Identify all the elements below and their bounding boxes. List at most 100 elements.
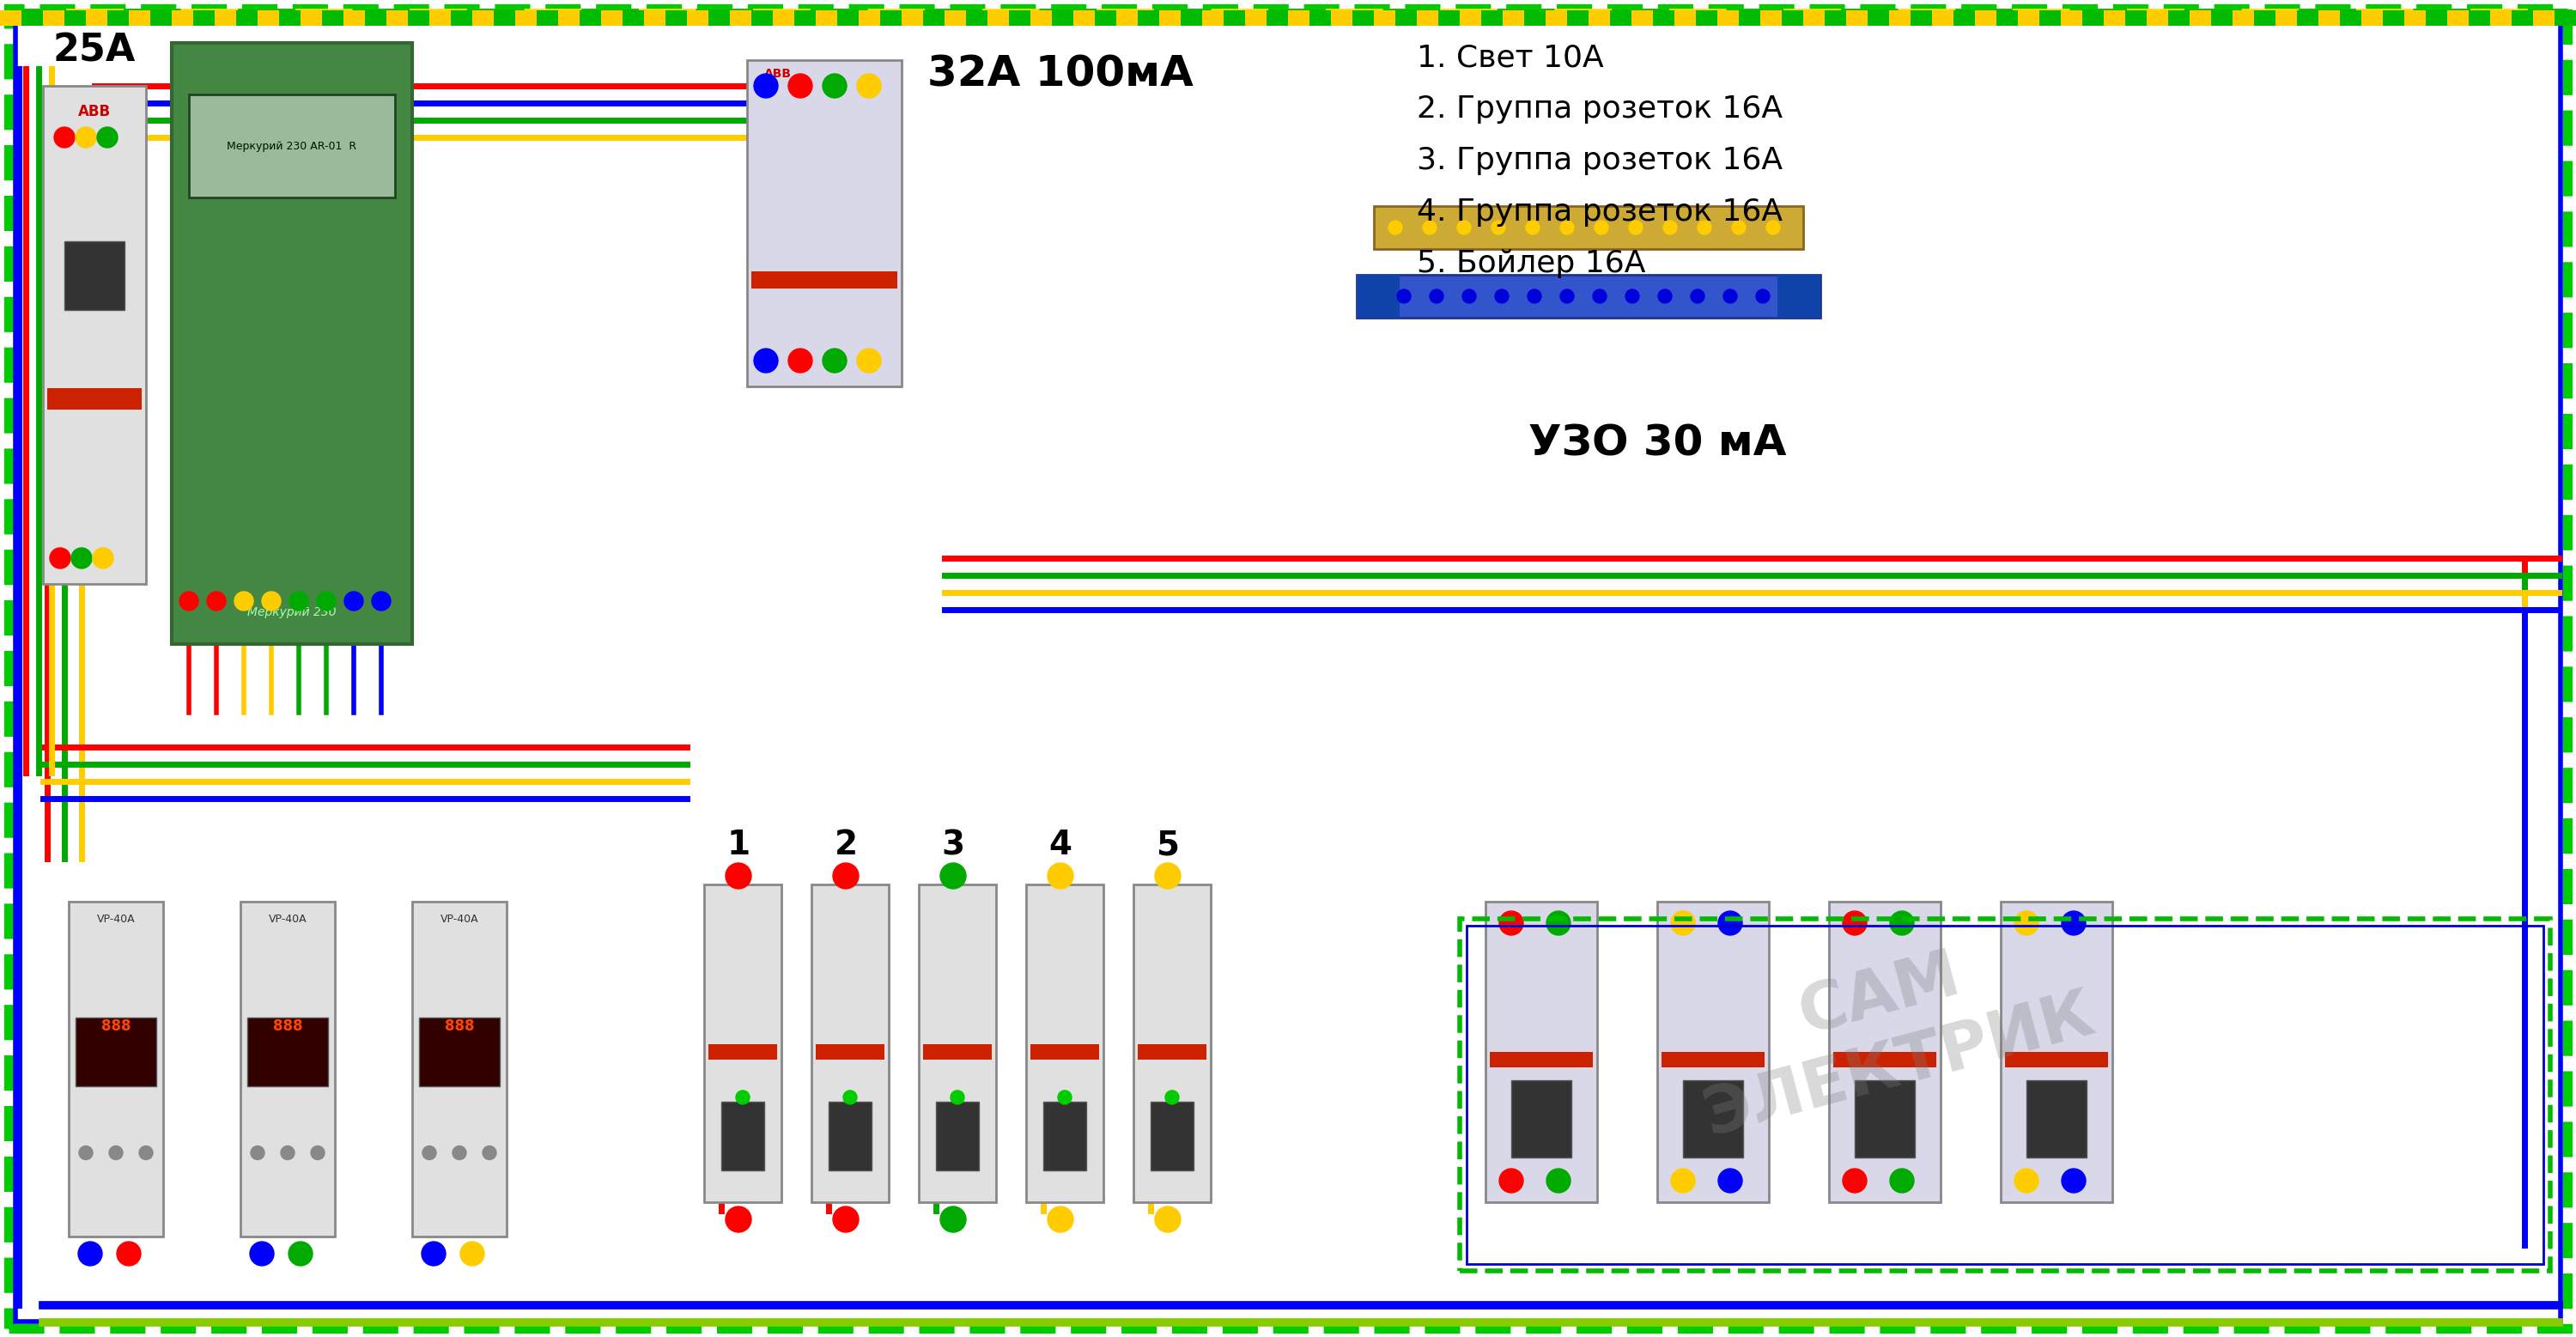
Circle shape [1664,221,1677,234]
Circle shape [788,349,811,373]
Bar [2512,11,2532,25]
Bar [1466,925,2543,1263]
Bar [1566,11,1589,25]
Bar [515,11,536,25]
Bar [721,1102,765,1170]
Bar [2468,11,2491,25]
Circle shape [2061,1169,2087,1193]
Bar [922,11,945,25]
Circle shape [1595,221,1607,234]
Bar [1654,11,1674,25]
Circle shape [1672,1169,1695,1193]
Bar [2146,11,2169,25]
Bar [188,95,394,198]
Circle shape [1528,289,1540,303]
Text: 4: 4 [1048,829,1072,861]
Circle shape [858,74,881,98]
Text: VP-40A: VP-40A [98,913,134,924]
Bar [1139,11,1159,25]
Circle shape [1659,289,1672,303]
Bar [2362,11,2383,25]
Bar [1777,275,1821,318]
Bar [1996,11,2017,25]
Text: 5. Бойлер 16А: 5. Бойлер 16А [1417,249,1646,278]
Bar [536,11,559,25]
Bar [2254,11,2275,25]
Bar [2491,11,2512,25]
Circle shape [1430,289,1443,303]
Bar [1030,11,1051,25]
Circle shape [250,1146,265,1159]
Circle shape [54,127,75,147]
Bar [75,1017,157,1086]
Bar [1180,11,1203,25]
Bar [1358,275,1821,318]
Bar [1502,11,1525,25]
Bar [902,11,922,25]
Bar [2125,11,2146,25]
Bar [2210,11,2233,25]
Bar [708,1044,778,1059]
Bar [1139,1044,1206,1059]
Circle shape [1672,910,1695,935]
Bar [1803,11,1824,25]
Bar [935,1102,979,1170]
Bar [1373,11,1396,25]
Text: 5: 5 [1157,829,1180,861]
Bar [829,1102,871,1170]
Bar [214,11,237,25]
Bar [2040,11,2061,25]
Circle shape [1525,221,1540,234]
Circle shape [726,1206,752,1233]
Text: 888: 888 [100,1019,131,1035]
Text: ABB: ABB [765,68,791,80]
Circle shape [1494,289,1510,303]
Circle shape [1048,862,1074,889]
Bar [665,11,688,25]
Bar [920,885,997,1202]
Bar [688,11,708,25]
Bar [2298,11,2318,25]
Circle shape [1698,221,1710,234]
Bar [1489,1051,1592,1067]
Bar [1847,11,1868,25]
Bar [811,885,889,1202]
Bar [173,43,412,644]
Bar [922,1044,992,1059]
Bar [46,388,142,409]
Bar [173,11,193,25]
Bar [966,11,987,25]
Bar [386,11,407,25]
Bar [945,11,966,25]
Bar [1309,11,1332,25]
Bar [1133,885,1211,1202]
Bar [1759,11,1783,25]
Circle shape [940,862,966,889]
Bar [420,1017,500,1086]
Bar [1010,11,1030,25]
Bar [343,11,366,25]
Text: VP-40A: VP-40A [440,913,479,924]
Circle shape [93,548,113,568]
Bar [1396,11,1417,25]
Circle shape [1767,221,1780,234]
Bar [451,11,471,25]
Bar [1695,11,1718,25]
Circle shape [1891,910,1914,935]
Bar [44,11,64,25]
Bar [752,271,896,289]
Bar [258,11,278,25]
Circle shape [1154,1206,1180,1233]
Circle shape [1561,221,1574,234]
Circle shape [80,1146,93,1159]
Circle shape [234,592,252,611]
Bar [0,11,21,25]
Bar [987,11,1010,25]
Bar [2081,11,2105,25]
Circle shape [2061,910,2087,935]
Bar [247,1017,327,1086]
Bar [1267,11,1288,25]
Bar [2383,11,2403,25]
Bar [1486,901,1597,1202]
Bar [1953,11,1976,25]
